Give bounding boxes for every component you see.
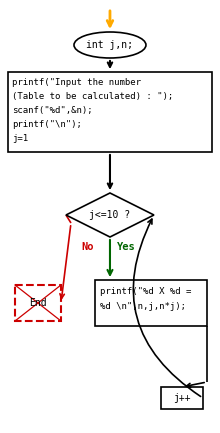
Text: printf("%d X %d =: printf("%d X %d = — [100, 287, 191, 296]
Ellipse shape — [74, 32, 146, 58]
Text: j=1: j=1 — [12, 134, 28, 143]
Text: printf("\n");: printf("\n"); — [12, 120, 82, 129]
Polygon shape — [66, 193, 154, 237]
Text: (Table to be calculated) : ");: (Table to be calculated) : "); — [12, 92, 173, 101]
Text: %d \n",n,j,n*j);: %d \n",n,j,n*j); — [100, 302, 186, 311]
Text: scanf("%d",&n);: scanf("%d",&n); — [12, 106, 93, 115]
Text: j<=10 ?: j<=10 ? — [89, 210, 130, 220]
FancyBboxPatch shape — [8, 72, 212, 152]
Text: Yes: Yes — [117, 242, 135, 252]
Text: int j,n;: int j,n; — [86, 40, 134, 50]
Text: j++: j++ — [173, 393, 191, 403]
FancyBboxPatch shape — [161, 387, 203, 409]
FancyBboxPatch shape — [15, 285, 61, 321]
Text: End: End — [29, 298, 47, 308]
Text: No: No — [82, 242, 94, 252]
FancyBboxPatch shape — [95, 280, 207, 326]
Text: printf("Input the number: printf("Input the number — [12, 78, 141, 87]
